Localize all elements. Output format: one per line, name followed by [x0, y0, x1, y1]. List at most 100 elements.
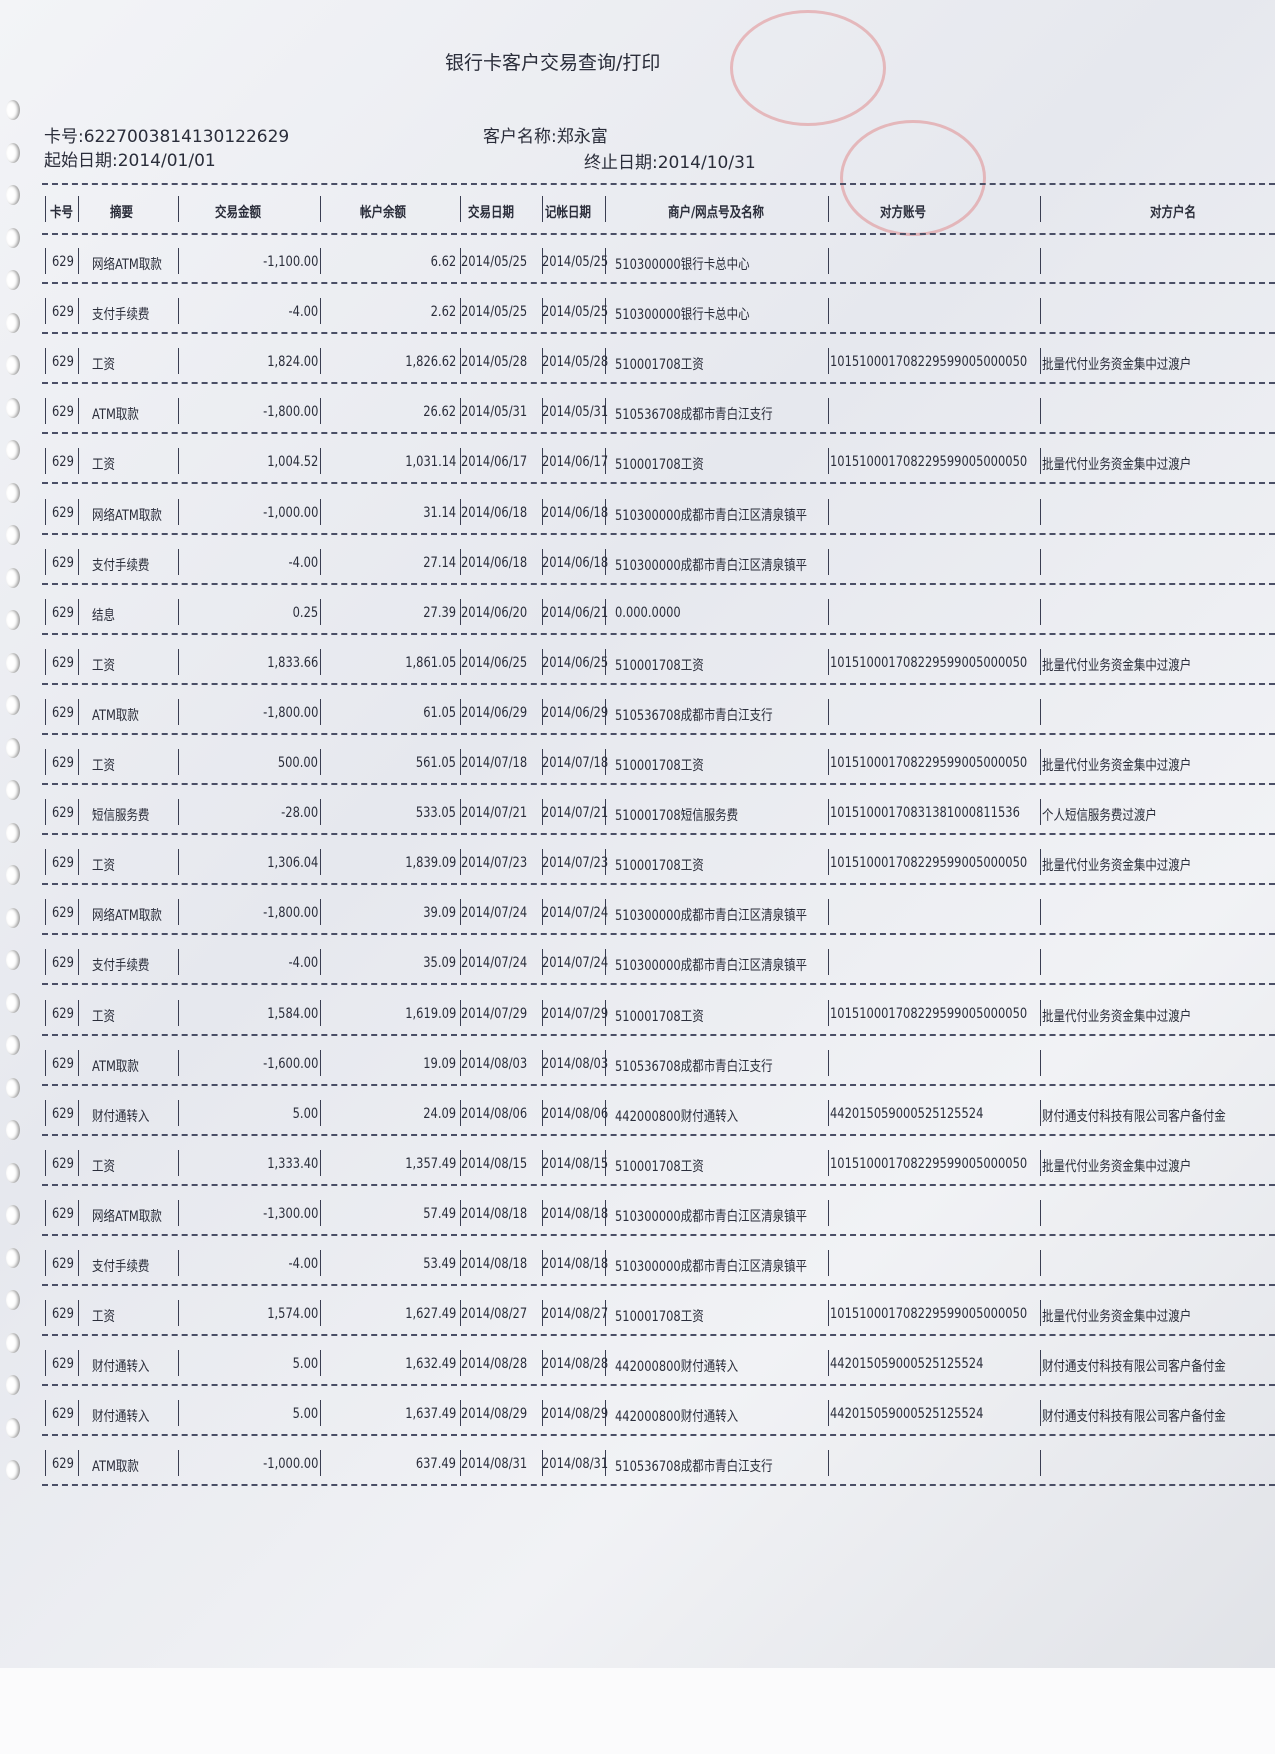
column-separator	[828, 849, 829, 876]
punch-hole	[6, 567, 20, 588]
column-separator	[605, 448, 606, 475]
column-separator	[460, 348, 461, 375]
column-separator	[828, 1400, 829, 1427]
row-divider	[42, 883, 1275, 886]
cell-post-date: 2014/07/24	[542, 955, 609, 972]
table-header: 卡号 摘要 交易金额 帐户余额 交易日期 记帐日期 商户/网点号及名称 对方账号 对方户名	[0, 196, 1275, 226]
cell-trade-date: 2014/07/24	[461, 955, 528, 972]
row-divider	[42, 682, 1275, 685]
column-separator	[542, 348, 543, 375]
cell-balance: 53.49	[423, 1256, 456, 1272]
cell-amount: 1,584.00	[266, 1005, 318, 1022]
cell-post-date: 2014/08/18	[542, 1205, 609, 1222]
column-separator	[828, 348, 829, 375]
column-separator	[1040, 1400, 1041, 1427]
cell-counterparty-name: 批量代付业务资金集中过渡户	[1042, 758, 1192, 774]
punch-hole	[6, 737, 20, 758]
cell-card-no: 629	[52, 404, 74, 421]
cell-amount: 1,333.40	[266, 1155, 318, 1172]
column-separator	[45, 1300, 46, 1327]
cell-summary: ATM取款	[92, 1459, 139, 1476]
cell-counterparty-name: 个人短信服务费过渡户	[1042, 808, 1157, 825]
column-separator	[45, 999, 46, 1026]
cell-merchant: 510001708工资	[615, 657, 704, 674]
cell-amount: -1,100.00	[262, 254, 318, 270]
column-separator	[828, 1199, 829, 1226]
row-divider	[42, 1334, 1275, 1337]
cell-trade-date: 2014/08/31	[461, 1456, 528, 1473]
column-separator	[178, 749, 179, 775]
column-separator	[605, 1450, 606, 1477]
column-separator	[320, 196, 321, 222]
punch-hole	[6, 1290, 20, 1310]
column-separator	[1040, 348, 1041, 375]
column-separator	[605, 248, 606, 274]
cell-counterparty-name: 批量代付业务资金集中过渡户	[1042, 858, 1192, 875]
cell-amount: -4.00	[288, 955, 318, 972]
column-separator	[1040, 799, 1041, 826]
cell-summary: 支付手续费	[92, 958, 150, 975]
column-separator	[460, 849, 461, 876]
row-divider	[42, 1434, 1275, 1437]
column-separator	[78, 799, 79, 826]
cell-summary: 网络ATM取款	[92, 507, 162, 524]
column-separator	[78, 1149, 79, 1176]
column-separator	[605, 949, 606, 976]
column-separator	[320, 799, 321, 826]
column-separator	[460, 999, 461, 1026]
column-separator	[78, 849, 79, 876]
column-separator	[45, 1199, 46, 1226]
cell-trade-date: 2014/08/28	[461, 1356, 528, 1373]
cell-card-no: 629	[52, 1306, 74, 1323]
cell-counterparty-account: 101510001708229599005000050	[830, 1306, 1028, 1323]
cell-trade-date: 2014/06/18	[461, 504, 528, 521]
column-separator	[605, 1149, 606, 1176]
column-separator	[178, 999, 179, 1026]
cell-summary: 支付手续费	[92, 557, 150, 574]
column-separator	[1040, 1099, 1041, 1126]
column-separator	[605, 849, 606, 876]
punch-hole	[6, 1332, 20, 1353]
column-separator	[828, 899, 829, 926]
column-separator	[542, 648, 543, 675]
cell-summary: 支付手续费	[92, 1259, 150, 1275]
column-separator	[178, 698, 179, 725]
cell-card-no: 629	[52, 855, 74, 872]
column-separator	[542, 999, 543, 1026]
row-divider	[42, 933, 1275, 936]
column-separator	[45, 1149, 46, 1176]
column-separator	[828, 1300, 829, 1327]
cell-merchant: 510536708成都市青白江支行	[615, 1459, 773, 1476]
cell-counterparty-name: 批量代付业务资金集中过渡户	[1042, 1309, 1192, 1326]
column-separator	[542, 1450, 543, 1477]
column-separator	[828, 398, 829, 425]
table-row: 629 结息 0.25 27.39 2014/06/20 2014/06/21 0.000.…	[0, 598, 1275, 629]
column-separator	[78, 999, 79, 1026]
column-separator	[78, 448, 79, 475]
column-separator	[320, 1250, 321, 1276]
column-separator	[828, 1049, 829, 1076]
column-separator	[542, 548, 543, 575]
cell-card-no: 629	[52, 1256, 74, 1272]
column-separator	[178, 1450, 179, 1477]
cell-post-date: 2014/07/29	[542, 1005, 609, 1022]
cell-balance: 6.62	[430, 254, 456, 270]
cell-post-date: 2014/08/06	[542, 1105, 609, 1122]
column-separator	[320, 1149, 321, 1176]
cell-amount: -1,800.00	[262, 704, 318, 721]
column-separator	[178, 1350, 179, 1377]
punch-hole	[6, 695, 20, 715]
cell-card-no: 629	[52, 1155, 74, 1172]
column-separator	[542, 598, 543, 625]
column-separator	[542, 849, 543, 876]
cell-trade-date: 2014/08/27	[461, 1306, 528, 1323]
cell-counterparty-name: 财付通支付科技有限公司客户备付金	[1042, 1359, 1226, 1376]
column-separator	[1040, 448, 1041, 475]
punch-hole	[6, 822, 20, 843]
column-separator	[178, 648, 179, 675]
column-separator	[320, 749, 321, 775]
table-row: 629 短信服务费 -28.00 533.05 2014/07/21 2014/07/21…	[0, 799, 1275, 829]
cell-card-no: 629	[52, 805, 74, 822]
cell-post-date: 2014/08/29	[542, 1406, 609, 1423]
punch-hole	[6, 482, 20, 503]
